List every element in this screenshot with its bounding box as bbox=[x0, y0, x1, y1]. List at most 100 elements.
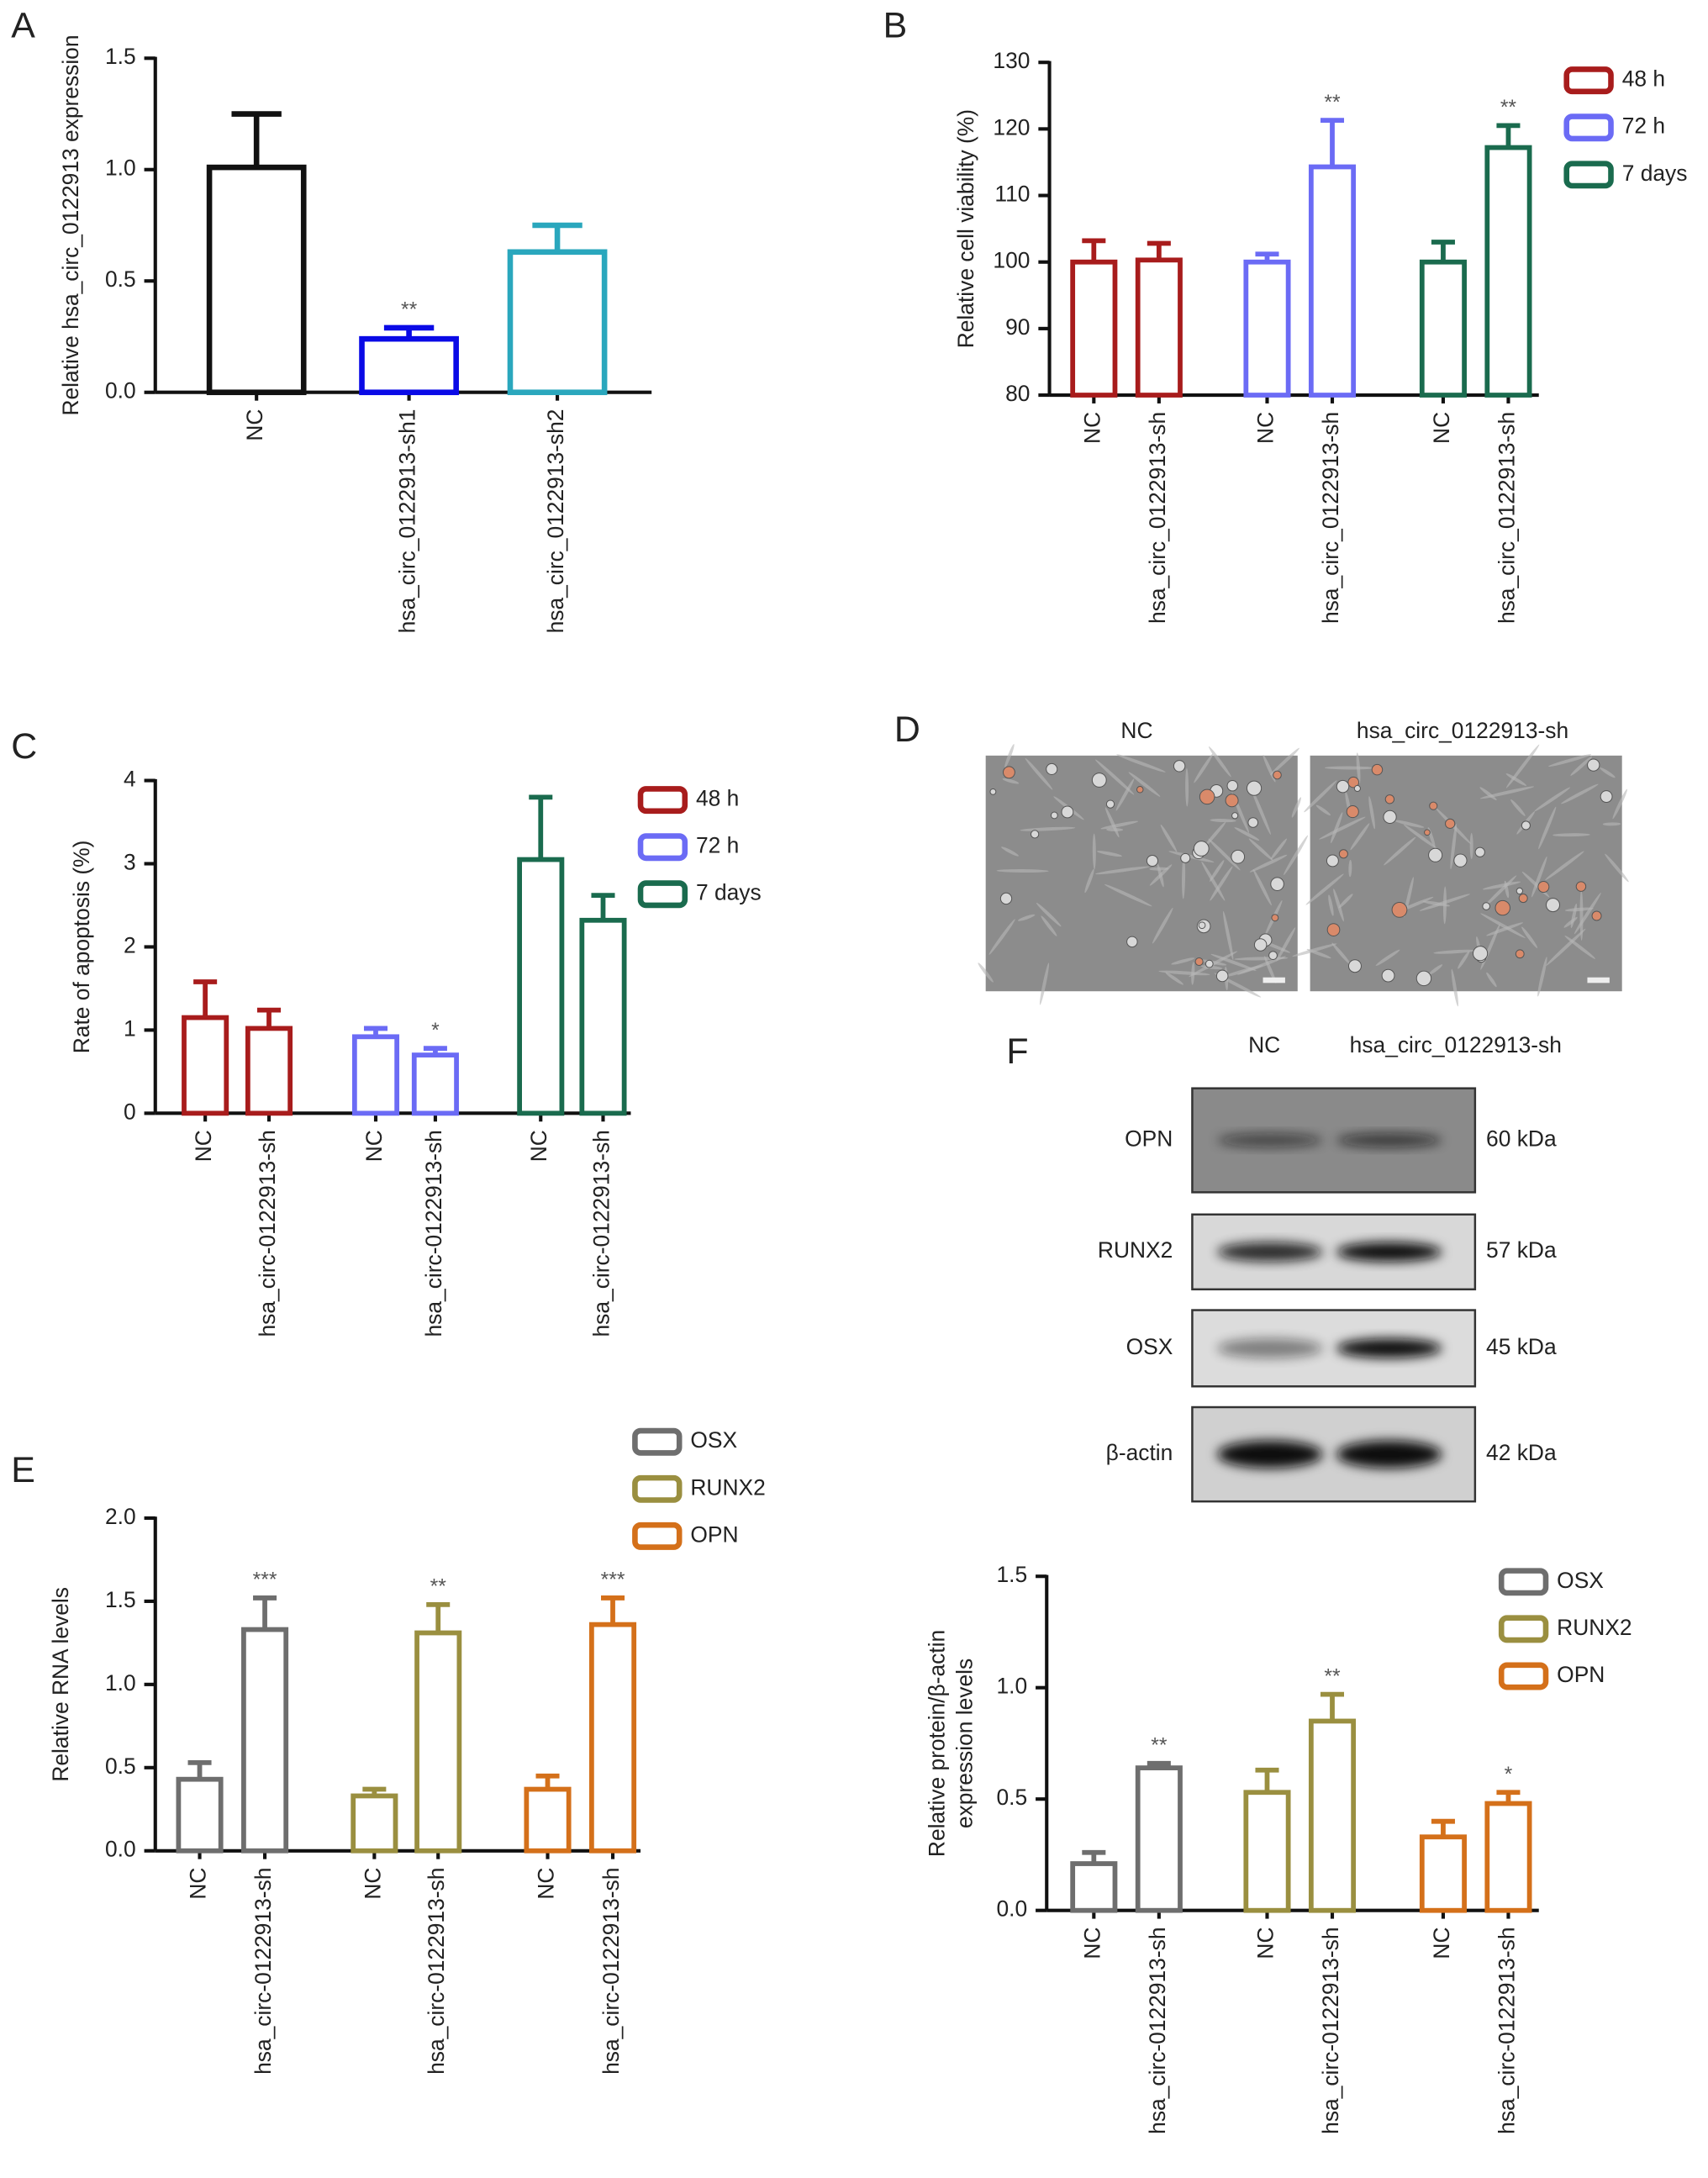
scale-bar bbox=[1587, 977, 1610, 984]
size-label: 42 kDa bbox=[1486, 1440, 1557, 1465]
cell-body bbox=[1173, 760, 1186, 773]
cell bbox=[1324, 766, 1374, 770]
cell-body bbox=[1336, 779, 1350, 794]
cell bbox=[1504, 880, 1510, 899]
cell bbox=[1602, 822, 1621, 826]
cell-body bbox=[1247, 817, 1259, 828]
legend-label: 72 h bbox=[696, 833, 739, 858]
y-tick-label: 100 bbox=[993, 248, 1030, 273]
x-tick-label: NC bbox=[526, 1130, 551, 1162]
y-tick-label: 1 bbox=[124, 1015, 136, 1041]
legend-swatch bbox=[632, 1427, 683, 1456]
cell-body bbox=[1198, 921, 1206, 930]
band bbox=[1217, 1440, 1323, 1469]
cell bbox=[1546, 928, 1586, 966]
cell bbox=[1039, 962, 1050, 1005]
cell bbox=[1182, 855, 1186, 899]
size-label: 45 kDa bbox=[1486, 1334, 1557, 1359]
x-tick-label: NC bbox=[1079, 1927, 1104, 1959]
cell-body bbox=[1381, 968, 1395, 983]
cell bbox=[1152, 907, 1173, 944]
cell-body bbox=[1546, 898, 1561, 913]
cell bbox=[1210, 819, 1236, 823]
bar bbox=[1308, 1718, 1357, 1913]
y-tick-label: 0.5 bbox=[105, 266, 136, 292]
cell-body bbox=[1347, 959, 1362, 973]
bar bbox=[1308, 164, 1357, 398]
y-tick-label: 3 bbox=[124, 849, 136, 874]
cell-body bbox=[1050, 811, 1058, 820]
protein-label: RUNX2 bbox=[1098, 1237, 1173, 1263]
cell bbox=[1531, 856, 1547, 898]
cell bbox=[1084, 868, 1094, 894]
y-tick-label: 0.0 bbox=[105, 1837, 136, 1862]
cell bbox=[1002, 778, 1020, 784]
cell-body bbox=[1482, 902, 1491, 910]
legend-label: 7 days bbox=[1622, 161, 1688, 186]
y-tick-label: 90 bbox=[1005, 314, 1030, 340]
cell-body bbox=[1271, 914, 1279, 922]
significance: ** bbox=[430, 1576, 447, 1599]
panel-label: A bbox=[11, 5, 35, 45]
cell-body bbox=[1516, 887, 1524, 895]
cell-body bbox=[1424, 829, 1431, 836]
significance: * bbox=[1505, 1764, 1513, 1786]
cell-body bbox=[989, 788, 997, 795]
cell bbox=[1115, 778, 1135, 811]
cell bbox=[1270, 838, 1288, 860]
cell bbox=[1248, 838, 1273, 861]
cell bbox=[1234, 827, 1260, 841]
panel-label: C bbox=[11, 726, 37, 767]
legend-swatch bbox=[1498, 1615, 1549, 1643]
bar bbox=[411, 1052, 459, 1116]
cell-body bbox=[1428, 847, 1443, 862]
cell bbox=[1552, 833, 1590, 837]
x-tick-label: hsa_circ-0122913-sh bbox=[588, 1130, 614, 1337]
y-axis-label: expression levels bbox=[952, 1659, 978, 1828]
y-tick-label: 1.0 bbox=[996, 1674, 1027, 1699]
bar bbox=[1484, 145, 1532, 398]
cell bbox=[1210, 860, 1225, 882]
band bbox=[1217, 1133, 1323, 1147]
bar bbox=[241, 1627, 289, 1854]
significance: ** bbox=[1500, 97, 1517, 119]
cell bbox=[1612, 788, 1627, 820]
cell-body bbox=[1353, 784, 1361, 793]
legend-label: 7 days bbox=[696, 880, 762, 905]
y-axis-label: Relative cell viability (%) bbox=[953, 109, 978, 348]
cell-body bbox=[1326, 854, 1339, 868]
y-tick-label: 130 bbox=[993, 48, 1030, 73]
legend-swatch bbox=[1498, 1662, 1549, 1690]
y-tick-label: 120 bbox=[993, 114, 1030, 140]
cell-body bbox=[1061, 805, 1074, 819]
bar bbox=[524, 1786, 572, 1854]
cell bbox=[1041, 915, 1057, 936]
image-label: hsa_circ_0122913-sh bbox=[1357, 718, 1568, 743]
bar bbox=[1135, 257, 1183, 398]
x-tick-label: hsa_circ_0122913-sh bbox=[1145, 412, 1170, 624]
cell-body bbox=[1199, 788, 1215, 805]
cell bbox=[988, 919, 1015, 955]
legend-label: OPN bbox=[690, 1521, 738, 1547]
legend-label: RUNX2 bbox=[1557, 1615, 1632, 1640]
cell bbox=[1600, 767, 1616, 778]
cell-body bbox=[1194, 957, 1204, 967]
cell-body bbox=[1587, 758, 1600, 772]
cell-body bbox=[1391, 901, 1408, 918]
cell bbox=[1304, 780, 1337, 813]
y-tick-label: 0.0 bbox=[105, 378, 136, 403]
panel-label: B bbox=[883, 5, 908, 45]
y-tick-label: 1.0 bbox=[105, 156, 136, 181]
cell bbox=[1168, 851, 1215, 862]
significance: ** bbox=[1324, 1665, 1341, 1688]
cell bbox=[1201, 861, 1226, 901]
cell bbox=[1479, 786, 1535, 799]
cell bbox=[1331, 812, 1343, 844]
size-label: 60 kDa bbox=[1486, 1126, 1557, 1151]
x-tick-label: NC bbox=[242, 409, 267, 441]
legend-swatch bbox=[1498, 1568, 1549, 1596]
cell bbox=[1305, 873, 1344, 905]
cell-body bbox=[1326, 923, 1341, 936]
cell-body bbox=[1472, 946, 1489, 962]
band bbox=[1217, 1242, 1323, 1262]
